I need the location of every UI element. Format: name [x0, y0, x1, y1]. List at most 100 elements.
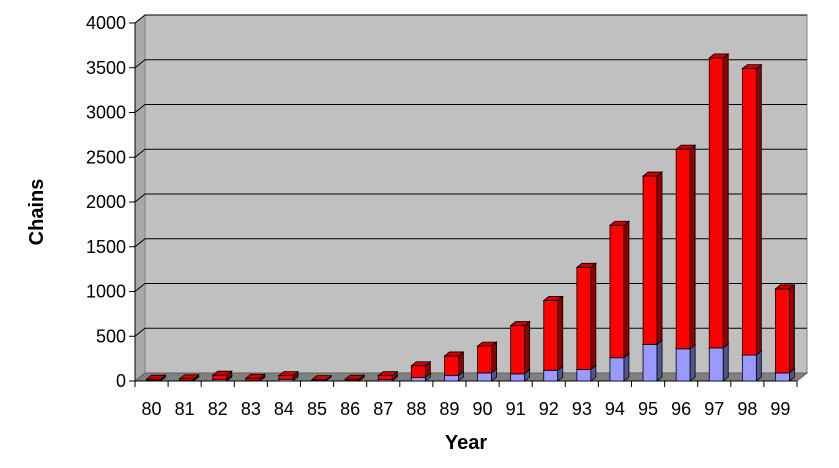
bar-side-95-s0 [656, 339, 663, 382]
x-tick-label: 80 [142, 399, 162, 419]
y-tick-label: 4000 [86, 13, 126, 33]
bar-92-s1 [543, 300, 559, 371]
bar-top-83-s1 [244, 373, 266, 379]
bar-side-92-s1 [557, 295, 564, 372]
gridline-3500 [134, 59, 807, 69]
bar-90-s1 [477, 345, 492, 374]
bar-top-98-s1 [741, 64, 763, 70]
bar-side-97-s1 [722, 53, 729, 349]
bar-97-s0 [708, 347, 724, 382]
bar-96-s1 [675, 148, 691, 350]
bar-top-90-s1 [476, 341, 498, 347]
bar-side-94-s1 [623, 220, 630, 359]
bar-side-94-s0 [623, 352, 630, 382]
x-tick-label: 92 [539, 399, 559, 419]
bar-top-97-s1 [708, 53, 730, 59]
gridline-4000 [134, 14, 807, 24]
gridline-1500 [134, 238, 807, 248]
bar-92-s0 [543, 369, 559, 382]
bar-99-s0 [775, 372, 790, 382]
bar-94-s1 [609, 224, 625, 359]
bar-top-86-s1 [344, 374, 366, 380]
bar-98-s0 [741, 354, 757, 382]
bar-91-s1 [510, 325, 526, 375]
bar-95-s0 [642, 343, 658, 382]
bar-side-98-s1 [755, 63, 762, 356]
x-tick-label: 91 [506, 399, 526, 419]
bar-89-s1 [444, 355, 459, 377]
bar-90-s0 [477, 372, 492, 382]
bar-side-98-s0 [755, 350, 762, 382]
x-tick-label: 98 [737, 399, 757, 419]
bar-top-82-s1 [211, 370, 233, 376]
y-tick-label: 2500 [86, 147, 126, 167]
x-tick-label: 89 [439, 399, 459, 419]
bar-top-94-s1 [608, 220, 631, 226]
bar-99-s1 [775, 288, 790, 374]
y-tick-label: 3500 [86, 58, 126, 78]
x-tick-label: 84 [274, 399, 294, 419]
bar-88-s1 [410, 365, 426, 378]
bar-top-81-s1 [178, 374, 200, 380]
bar-side-93-s1 [590, 262, 597, 371]
bar-96-s0 [675, 348, 691, 382]
bar-side-96-s1 [689, 144, 696, 350]
bar-97-s1 [708, 57, 724, 349]
plot-floor [133, 372, 809, 382]
bar-84-s1 [278, 375, 294, 380]
x-tick-label: 90 [473, 399, 493, 419]
bar-91-s0 [510, 373, 526, 382]
x-tick-label: 93 [572, 399, 592, 419]
bar-top-92-s1 [542, 296, 564, 301]
x-tick-label: 99 [770, 399, 790, 419]
bar-87-s1 [377, 375, 393, 381]
x-tick-label: 87 [373, 399, 393, 419]
bar-top-99-s1 [774, 284, 796, 290]
x-tick-label: 81 [175, 399, 195, 419]
x-tick-label: 85 [307, 399, 327, 419]
bar-93-s1 [576, 266, 592, 370]
gridline-2000 [134, 193, 807, 203]
gridline-2500 [134, 148, 807, 158]
y-tick-label: 1500 [86, 237, 126, 257]
bar-82-s1 [212, 374, 228, 381]
bar-top-88-s1 [410, 361, 432, 367]
y-axis-title: Chains [26, 179, 48, 246]
bar-top-87-s1 [377, 371, 399, 377]
x-tick-label: 95 [638, 399, 658, 419]
x-tick-label: 97 [704, 399, 724, 419]
bar-side-99-s1 [789, 283, 795, 374]
y-tick-label: 500 [96, 326, 126, 346]
x-tick-label: 82 [208, 399, 228, 419]
bar-93-s0 [576, 368, 592, 382]
bar-top-96-s1 [675, 144, 697, 150]
bar-side-96-s0 [689, 343, 696, 382]
bar-side-95-s1 [656, 171, 663, 346]
y-tick-label: 3000 [86, 103, 126, 123]
bar-94-s0 [609, 357, 625, 382]
x-tick-label: 86 [340, 399, 360, 419]
bar-top-95-s1 [641, 171, 664, 177]
bar-top-84-s1 [277, 371, 300, 377]
bar-95-s1 [642, 175, 658, 345]
y-tick-label: 0 [116, 371, 126, 391]
gridline-3000 [134, 104, 807, 113]
bar-side-91-s1 [524, 320, 531, 375]
bar-top-89-s1 [443, 351, 465, 357]
bar-side-90-s1 [491, 341, 497, 374]
bar-top-91-s1 [509, 321, 531, 326]
bar-top-85-s1 [310, 375, 333, 381]
y-tick-label: 2000 [86, 192, 126, 212]
x-tick-label: 88 [406, 399, 426, 419]
bar-top-80-s1 [145, 374, 167, 380]
x-tick-label: 83 [241, 399, 261, 419]
x-tick-label: 94 [605, 399, 625, 419]
bar-98-s1 [741, 68, 757, 356]
x-axis-title: Year [445, 432, 487, 454]
x-tick-label: 96 [671, 399, 691, 419]
bar-top-93-s1 [575, 262, 597, 268]
y-tick-label: 1000 [86, 282, 126, 302]
bar-89-s0 [444, 375, 459, 382]
